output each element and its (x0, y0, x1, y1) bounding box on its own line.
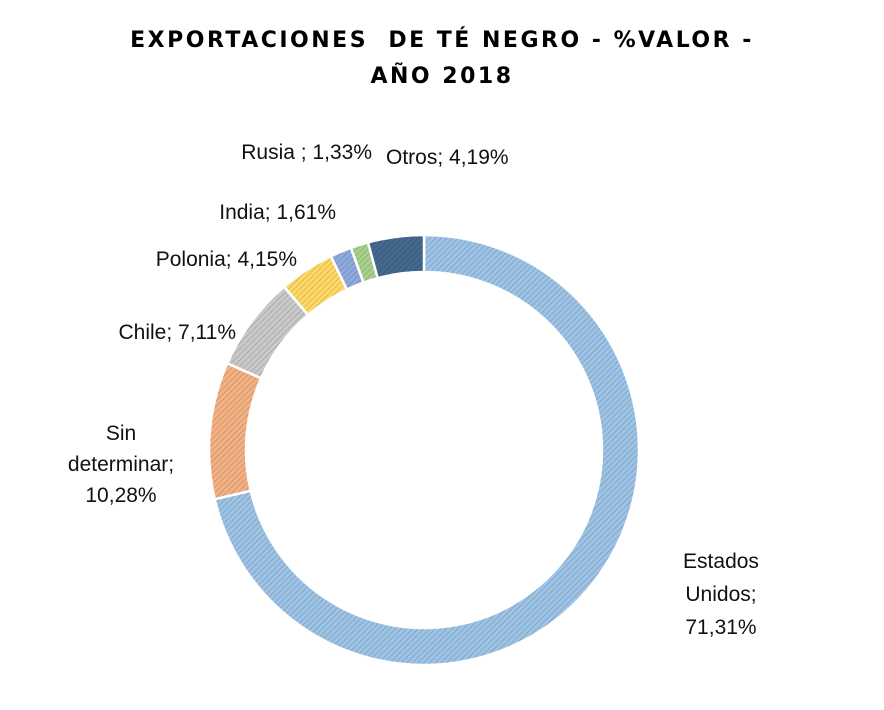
data-label-polonia: Polonia; 4,15% (156, 248, 297, 271)
data-label-sin-determinar: Sin determinar; 10,28% (68, 422, 174, 507)
chart-title-line-2: AÑO 2018 (370, 64, 514, 89)
data-label-chile: Chile; 7,11% (118, 321, 236, 344)
chart-title-line-1: EXPORTACIONES DE TÉ NEGRO - %VALOR - (130, 28, 754, 53)
data-label-india: India; 1,61% (219, 201, 336, 224)
labels-group: Estados Unidos; 71,31% Sin determinar; 10,28%… (68, 141, 759, 639)
slices-group (207, 233, 641, 667)
slice-otros (366, 233, 426, 280)
data-label-otros: Otros; 4,19% (386, 146, 509, 169)
data-label-estados-unidos: Estados Unidos; 71,31% (683, 550, 759, 639)
data-label-rusia: Rusia ; 1,33% (241, 141, 372, 164)
slice-sin-determinar (207, 361, 263, 501)
slice-estados-unidos (213, 233, 641, 667)
